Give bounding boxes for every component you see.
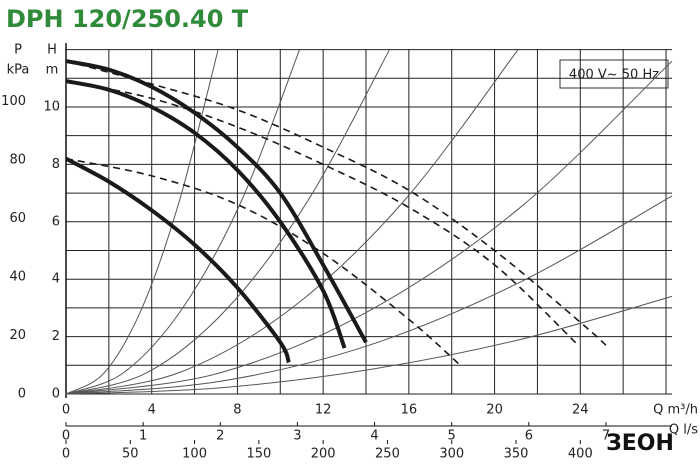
x-tick-label: 16	[401, 403, 418, 418]
y-tick-label: 6	[52, 214, 60, 229]
x-tick-label: 8	[233, 403, 241, 418]
flow-tick-label: 7	[602, 429, 610, 444]
y2-tick-label: 100	[1, 94, 26, 109]
curve-thin	[65, 195, 673, 395]
flow-tick-label: 100	[182, 447, 207, 462]
y-unit: m	[46, 63, 59, 78]
flow-tick-label: 200	[311, 447, 336, 462]
flow-tick-label: 150	[246, 447, 271, 462]
annotation: 400 V~ 50 Hz	[569, 68, 659, 83]
curve-thin	[65, 60, 673, 395]
curve-solid	[65, 59, 368, 344]
y-label: H	[47, 43, 57, 58]
flow-tick-label: 4	[370, 429, 378, 444]
flow-tick-label: 50	[122, 447, 139, 462]
y2-tick-label: 0	[18, 387, 26, 402]
x-tick-label: 0	[62, 403, 70, 418]
curve-thin	[65, 49, 301, 395]
flow-tick-label: 2	[216, 429, 224, 444]
curve-thin	[65, 49, 219, 395]
y-tick-label: 4	[52, 272, 60, 287]
curve-dashed	[65, 157, 461, 366]
y-tick-label: 0	[52, 387, 60, 402]
chart-title: DPH 120/250.40 T	[6, 5, 249, 33]
curve-thin	[65, 49, 391, 395]
flow-tick-label: 250	[375, 447, 400, 462]
curve-solid	[65, 156, 291, 364]
y2-tick-label: 40	[9, 269, 26, 284]
curve-solid	[65, 79, 347, 349]
y2-tick-label: 60	[9, 211, 26, 226]
flow-tick-label: 400	[568, 447, 593, 462]
x-label: Q m³/h	[653, 403, 698, 418]
curve-dashed	[65, 60, 607, 346]
flow-axis-label: Q l/s	[669, 423, 698, 438]
x-tick-label: 24	[572, 403, 589, 418]
flow-tick-label: 3	[293, 429, 301, 444]
y2-tick-label: 20	[9, 328, 26, 343]
y2-tick-label: 80	[9, 152, 26, 167]
logo: ЗЕОН	[606, 431, 674, 456]
curve-thin	[65, 49, 519, 395]
x-tick-label: 12	[315, 403, 332, 418]
y-tick-label: 8	[52, 157, 60, 172]
x-tick-label: 20	[486, 403, 503, 418]
flow-tick-label: 6	[525, 429, 533, 444]
curve-dashed	[65, 80, 579, 346]
y2-unit: kPa	[7, 63, 30, 78]
curve-thin	[65, 295, 673, 395]
x-tick-label: 4	[148, 403, 156, 418]
y-tick-label: 2	[52, 329, 60, 344]
flow-tick-label: 350	[504, 447, 529, 462]
y-tick-label: 10	[43, 99, 60, 114]
y2-label: P	[14, 43, 22, 58]
flow-tick-label: 5	[448, 429, 456, 444]
flow-tick-label: 1	[139, 429, 147, 444]
flow-tick-label: 0	[62, 429, 70, 444]
flow-tick-label: 300	[439, 447, 464, 462]
flow-tick-label: 0	[62, 447, 70, 462]
